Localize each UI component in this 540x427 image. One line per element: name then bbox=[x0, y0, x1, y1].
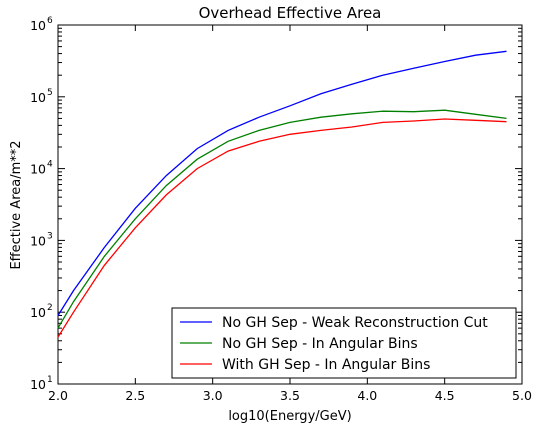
legend-label: With GH Sep - In Angular Bins bbox=[222, 357, 430, 373]
series-line-2 bbox=[57, 109, 507, 329]
x-tick-label: 3.5 bbox=[280, 388, 300, 403]
y-tick-label: 10 bbox=[30, 18, 46, 33]
x-tick-label: 5.0 bbox=[512, 388, 532, 403]
y-tick-label: 10 bbox=[30, 90, 46, 105]
y-tick-label: 10 bbox=[30, 162, 46, 177]
series-line-1 bbox=[57, 50, 507, 316]
x-tick-label: 4.5 bbox=[435, 388, 455, 403]
y-tick-label: 10 bbox=[30, 305, 46, 320]
x-axis-label: log10(Energy/GeV) bbox=[228, 409, 351, 424]
legend-label: No GH Sep - Weak Reconstruction Cut bbox=[222, 315, 488, 331]
y-tick-exponent: 3 bbox=[47, 231, 53, 241]
chart-title: Overhead Effective Area bbox=[199, 4, 382, 22]
y-tick-label: 10 bbox=[30, 233, 46, 248]
y-axis-label: Effective Area/m**2 bbox=[9, 140, 24, 269]
series-line-3 bbox=[57, 118, 507, 338]
y-tick-exponent: 2 bbox=[47, 303, 53, 313]
x-tick-label: 2.5 bbox=[125, 388, 145, 403]
y-tick-exponent: 5 bbox=[47, 88, 53, 98]
y-tick-exponent: 1 bbox=[47, 375, 53, 385]
legend-box bbox=[171, 307, 517, 379]
x-tick-label: 3.0 bbox=[203, 388, 223, 403]
y-tick-exponent: 6 bbox=[47, 16, 53, 26]
x-tick-label: 2.0 bbox=[48, 388, 68, 403]
y-tick-label: 10 bbox=[30, 377, 46, 392]
legend-label: No GH Sep - In Angular Bins bbox=[222, 336, 418, 352]
x-tick-label: 4.0 bbox=[357, 388, 377, 403]
legend: No GH Sep - Weak Reconstruction Cut No GH… bbox=[171, 307, 517, 379]
series-lines bbox=[57, 50, 507, 338]
y-tick-exponent: 4 bbox=[47, 160, 53, 170]
